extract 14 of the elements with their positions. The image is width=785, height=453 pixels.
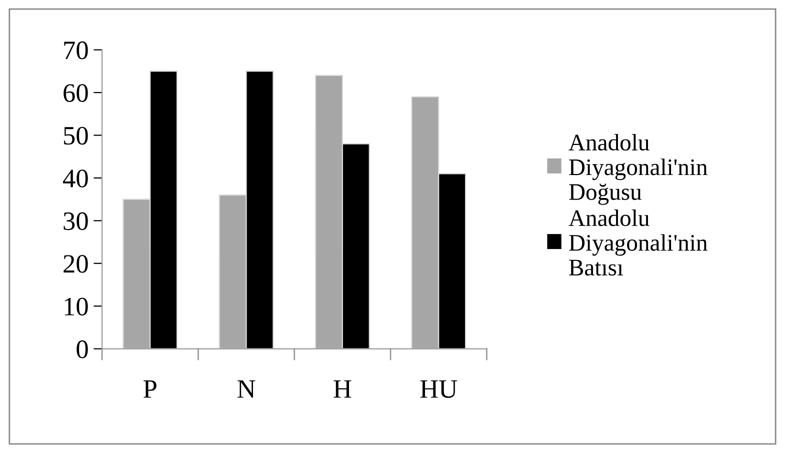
y-tick-label: 20 [64,254,88,273]
y-tick-label: 0 [76,340,88,358]
y-tick-label: 30 [64,212,88,230]
y-tick-label: 50 [64,126,88,145]
x-tick-label: H [334,380,352,398]
x-tick-label: P [144,380,156,398]
legend-label: Anadolu Diyagonali'nin Batısı [568,210,708,276]
legend-label: Anadolu Diyagonali'nin Doğusu [568,134,708,205]
x-tick-label: HU [420,380,458,398]
y-tick-label: 40 [62,170,88,188]
y-tick-label: 10 [64,298,88,316]
y-tick-label: 60 [64,84,88,102]
x-tick-label: N [238,380,256,398]
y-tick-label: 70 [64,41,88,60]
